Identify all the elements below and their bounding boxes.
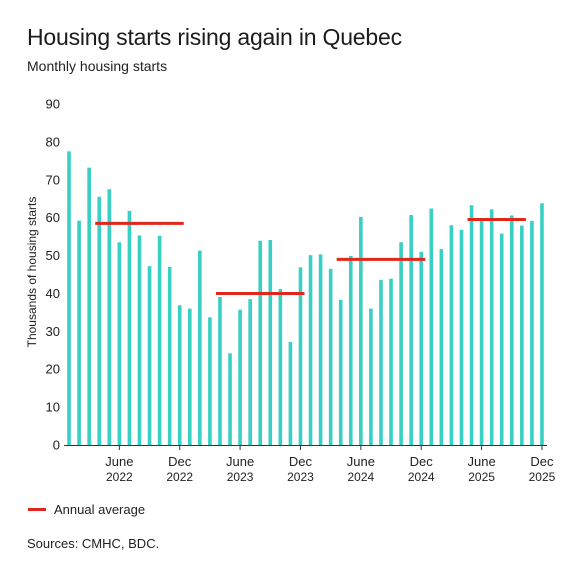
bar	[278, 288, 283, 445]
bar	[328, 268, 333, 445]
y-tick-label: 60	[46, 210, 60, 225]
bar	[67, 151, 71, 446]
x-tick-label-month: June	[347, 454, 375, 469]
x-tick-label-month: June	[105, 454, 133, 469]
bar	[238, 309, 242, 445]
x-tick-label-year: 2025	[529, 470, 556, 484]
bar	[399, 242, 403, 445]
y-tick-label: 50	[46, 248, 60, 263]
bar	[127, 210, 132, 445]
bar	[489, 209, 494, 445]
bar	[348, 255, 353, 445]
y-tick-label: 20	[46, 362, 60, 377]
bar	[117, 242, 122, 445]
bar	[429, 208, 434, 445]
x-tick-label-year: 2023	[227, 470, 254, 484]
bar	[107, 189, 112, 445]
x-tick-label-month: Dec	[289, 454, 313, 469]
bar	[409, 215, 413, 445]
x-tick-label-month: June	[226, 454, 254, 469]
bar	[419, 251, 424, 445]
bar	[228, 353, 232, 445]
bar	[208, 317, 212, 445]
legend-swatch-annual-average	[28, 508, 46, 511]
x-tick-label-year: 2024	[347, 470, 374, 484]
y-tick-label: 30	[46, 324, 60, 339]
bar	[167, 266, 172, 445]
bar	[87, 167, 91, 445]
x-tick-label-year: 2022	[106, 470, 133, 484]
bar	[177, 305, 182, 445]
y-axis-label: Thousands of housing starts	[25, 197, 39, 348]
bar	[268, 240, 273, 445]
bar	[258, 240, 263, 445]
y-tick-label: 10	[46, 400, 60, 415]
y-tick-label: 70	[46, 172, 60, 187]
chart-title: Housing starts rising again in Quebec	[27, 24, 402, 50]
bar	[97, 196, 102, 445]
sources-note: Sources: CMHC, BDC.	[27, 536, 160, 551]
bar	[248, 299, 252, 445]
bar	[338, 299, 343, 445]
bar	[288, 341, 293, 445]
bar	[218, 296, 222, 445]
bar	[479, 220, 484, 445]
bar	[308, 255, 313, 445]
bar	[198, 250, 202, 445]
x-tick-label-year: 2024	[408, 470, 435, 484]
bar	[147, 266, 152, 445]
x-tick-label-month: Dec	[168, 454, 192, 469]
bar	[369, 308, 373, 445]
bar	[469, 205, 474, 445]
bar	[499, 233, 504, 445]
y-tick-label: 80	[46, 134, 60, 149]
bar	[187, 308, 192, 445]
x-tick-label-year: 2025	[468, 470, 495, 484]
bar	[459, 229, 464, 445]
bar	[439, 249, 444, 445]
bar	[389, 278, 393, 445]
x-tick-label-month: Dec	[410, 454, 434, 469]
y-tick-label: 40	[46, 286, 60, 301]
bar	[157, 235, 162, 445]
chart-subtitle: Monthly housing starts	[27, 58, 168, 74]
bar	[509, 215, 514, 445]
bar	[530, 221, 534, 445]
x-tick-label-month: June	[467, 454, 495, 469]
bar	[540, 203, 544, 445]
y-tick-label: 0	[53, 438, 60, 453]
bar	[298, 267, 303, 445]
bar	[449, 225, 454, 445]
y-tick-label: 90	[46, 97, 60, 112]
bar	[318, 254, 323, 445]
x-tick-label-year: 2023	[287, 470, 314, 484]
legend: Annual average	[28, 502, 145, 517]
bar	[379, 279, 383, 445]
bar	[520, 225, 524, 445]
bar	[137, 235, 142, 445]
x-tick-label-month: Dec	[530, 454, 554, 469]
bar	[359, 216, 363, 445]
bar	[77, 220, 81, 445]
x-tick-label-year: 2022	[166, 470, 193, 484]
legend-label: Annual average	[54, 502, 146, 517]
